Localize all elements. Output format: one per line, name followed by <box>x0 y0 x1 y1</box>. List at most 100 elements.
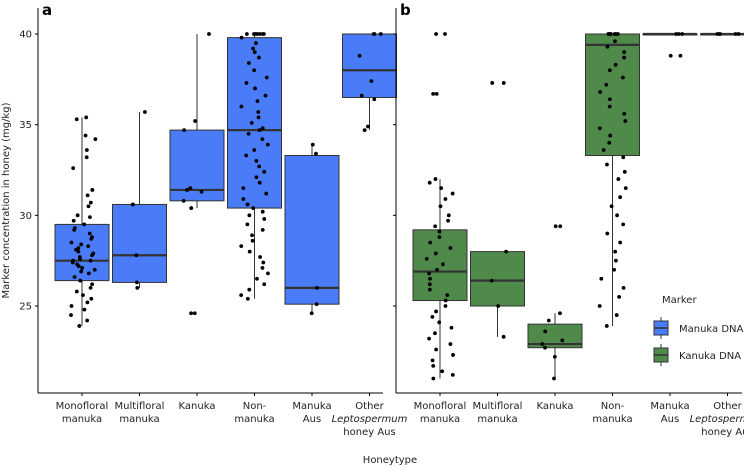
data-point <box>504 249 509 254</box>
y-tick-label: 30 <box>19 211 32 222</box>
data-point <box>622 50 627 55</box>
data-point <box>597 304 602 308</box>
data-point <box>623 186 628 191</box>
data-point <box>70 260 75 265</box>
data-point <box>189 311 193 316</box>
data-point <box>501 334 506 339</box>
data-point <box>362 128 367 133</box>
data-point <box>90 253 94 258</box>
data-point <box>88 285 93 290</box>
data-point <box>448 246 453 250</box>
box-group <box>342 32 397 133</box>
data-point <box>249 120 254 125</box>
data-point <box>251 46 256 51</box>
data-point <box>543 329 548 334</box>
data-point <box>433 224 438 229</box>
data-point <box>88 215 92 220</box>
data-point <box>622 111 627 116</box>
data-point <box>250 238 255 243</box>
data-point <box>266 271 270 276</box>
data-point <box>85 193 90 198</box>
data-point <box>309 311 314 316</box>
box-group <box>412 32 468 381</box>
data-point <box>443 32 447 36</box>
data-point <box>678 53 683 58</box>
legend-title: Marker <box>662 295 697 306</box>
data-point <box>372 97 377 102</box>
data-point <box>260 137 265 142</box>
data-point <box>434 32 438 36</box>
data-point <box>241 197 246 201</box>
data-point <box>715 32 720 36</box>
box-group <box>169 32 225 316</box>
data-point <box>69 313 73 317</box>
data-point <box>434 347 439 352</box>
data-point <box>437 229 442 234</box>
data-point <box>616 177 621 181</box>
data-point <box>378 32 383 36</box>
data-point <box>489 278 494 283</box>
data-point <box>86 271 91 276</box>
box-group <box>54 115 110 328</box>
data-point <box>252 68 257 73</box>
data-point <box>256 110 261 114</box>
data-point <box>598 90 603 94</box>
x-tick-label: Kanuka <box>537 401 574 412</box>
data-point <box>437 235 442 239</box>
data-point <box>449 325 454 330</box>
data-point <box>260 209 265 214</box>
data-point <box>435 267 439 272</box>
data-point <box>443 304 448 308</box>
data-point <box>546 318 551 323</box>
data-point <box>134 253 139 258</box>
data-point <box>78 256 82 261</box>
data-point <box>87 231 92 236</box>
data-point <box>244 153 249 158</box>
data-point <box>84 148 89 152</box>
data-point <box>428 276 432 281</box>
data-point <box>314 151 318 156</box>
data-point <box>262 169 267 174</box>
data-point <box>428 240 433 245</box>
data-point <box>255 276 259 281</box>
data-point <box>599 276 604 281</box>
data-point <box>69 240 74 245</box>
legend-label: Manuka DNA <box>679 324 744 335</box>
data-point <box>618 195 623 200</box>
data-point <box>85 318 90 323</box>
data-point <box>446 213 451 218</box>
data-point <box>260 126 265 131</box>
data-point <box>74 289 79 294</box>
data-point <box>433 331 437 336</box>
data-point <box>74 117 79 122</box>
data-point <box>89 296 94 301</box>
data-point <box>314 302 319 307</box>
data-point <box>605 44 610 49</box>
box <box>527 323 583 349</box>
data-point <box>192 311 197 316</box>
data-point <box>71 166 76 171</box>
data-point <box>253 86 257 91</box>
data-point <box>427 336 431 341</box>
data-point <box>372 32 377 36</box>
data-point <box>207 32 211 36</box>
data-point <box>431 91 436 96</box>
data-point <box>78 278 83 283</box>
data-point <box>76 249 81 254</box>
box <box>112 203 167 283</box>
data-point <box>90 188 95 192</box>
data-point <box>615 213 619 218</box>
x-tick-label: Multifloral manuka <box>115 401 165 425</box>
data-point <box>84 115 89 120</box>
data-point <box>257 128 262 133</box>
box <box>342 33 397 98</box>
data-point <box>257 32 262 36</box>
data-point <box>443 298 448 303</box>
data-point <box>613 39 617 44</box>
data-point <box>427 287 432 292</box>
data-point <box>441 262 445 267</box>
data-point <box>612 267 617 272</box>
data-point <box>618 240 623 245</box>
data-point <box>182 128 187 133</box>
